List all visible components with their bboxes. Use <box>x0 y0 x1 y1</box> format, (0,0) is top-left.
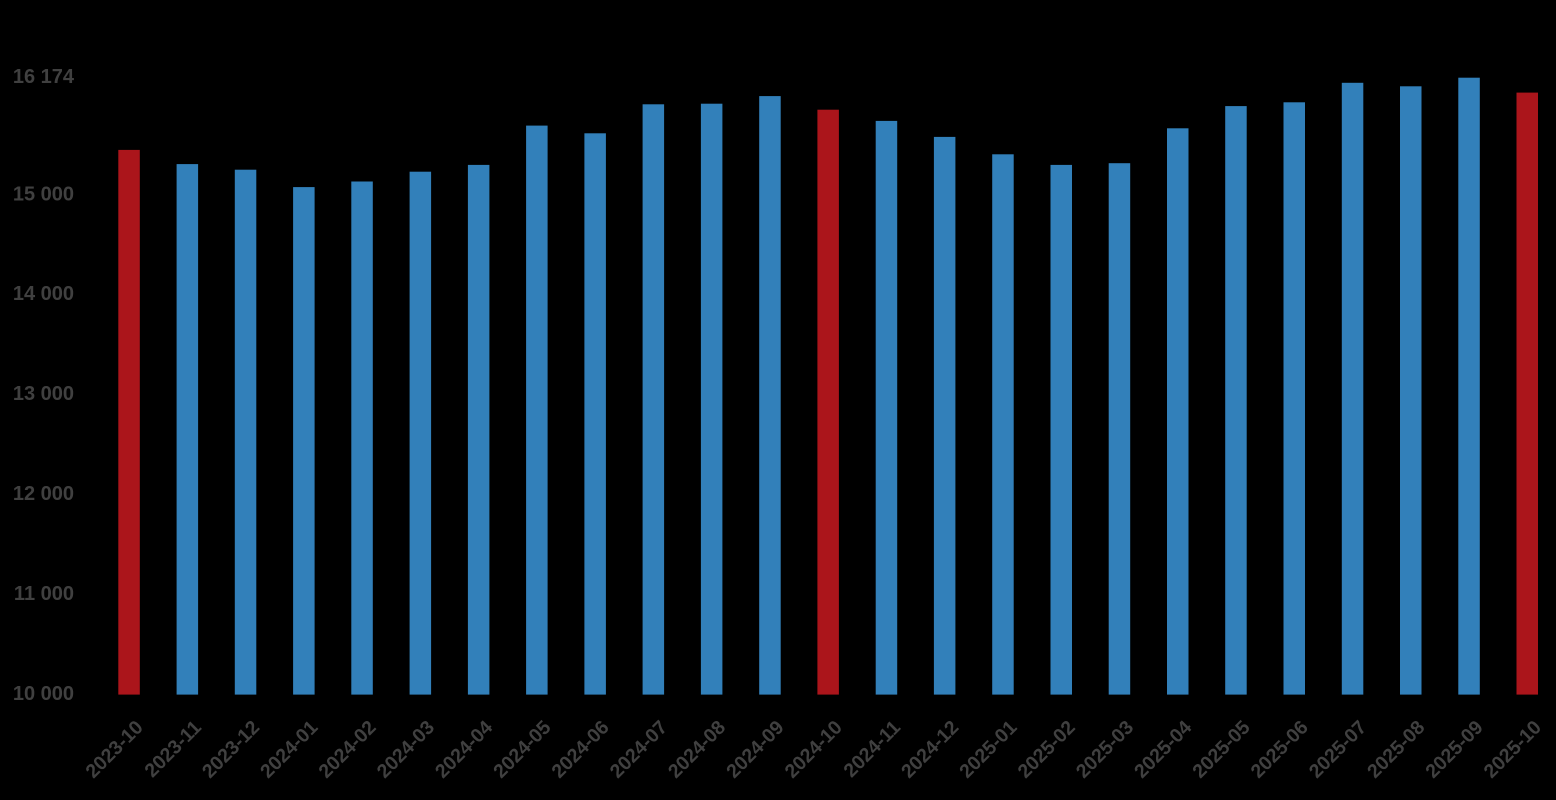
svg-text:14 000: 14 000 <box>13 283 74 305</box>
svg-text:2024-05: 2024-05 <box>489 716 555 782</box>
svg-text:2023-10: 2023-10 <box>81 716 147 782</box>
svg-text:2024-10: 2024-10 <box>781 716 847 782</box>
svg-text:2025-05: 2025-05 <box>1188 716 1254 782</box>
svg-text:2024-06: 2024-06 <box>547 716 613 782</box>
svg-text:2024-12: 2024-12 <box>897 716 963 782</box>
svg-text:2025-06: 2025-06 <box>1247 716 1313 782</box>
svg-text:2024-01: 2024-01 <box>256 716 322 782</box>
svg-text:2023-11: 2023-11 <box>140 716 206 782</box>
svg-text:2025-01: 2025-01 <box>955 716 1021 782</box>
svg-text:2024-08: 2024-08 <box>664 716 730 782</box>
svg-text:2024-07: 2024-07 <box>606 716 672 782</box>
svg-text:2025-09: 2025-09 <box>1421 716 1487 782</box>
svg-text:2024-03: 2024-03 <box>373 716 439 782</box>
svg-text:2025-03: 2025-03 <box>1072 716 1138 782</box>
svg-text:2025-10: 2025-10 <box>1480 716 1546 782</box>
svg-text:15 000: 15 000 <box>13 184 74 206</box>
svg-text:10 000: 10 000 <box>13 683 74 705</box>
svg-text:2023-12: 2023-12 <box>198 716 264 782</box>
svg-text:2025-07: 2025-07 <box>1305 716 1371 782</box>
svg-text:2024-04: 2024-04 <box>431 716 497 782</box>
svg-text:2024-11: 2024-11 <box>840 716 906 782</box>
svg-text:11 000: 11 000 <box>14 583 74 605</box>
svg-text:13 000: 13 000 <box>13 383 74 405</box>
svg-text:2025-02: 2025-02 <box>1014 716 1080 782</box>
svg-text:2024-09: 2024-09 <box>722 716 788 782</box>
svg-text:2024-02: 2024-02 <box>314 716 380 782</box>
svg-text:16 174: 16 174 <box>13 66 75 88</box>
svg-text:2025-04: 2025-04 <box>1130 716 1196 782</box>
svg-text:2025-08: 2025-08 <box>1363 716 1429 782</box>
svg-text:12 000: 12 000 <box>13 483 74 505</box>
